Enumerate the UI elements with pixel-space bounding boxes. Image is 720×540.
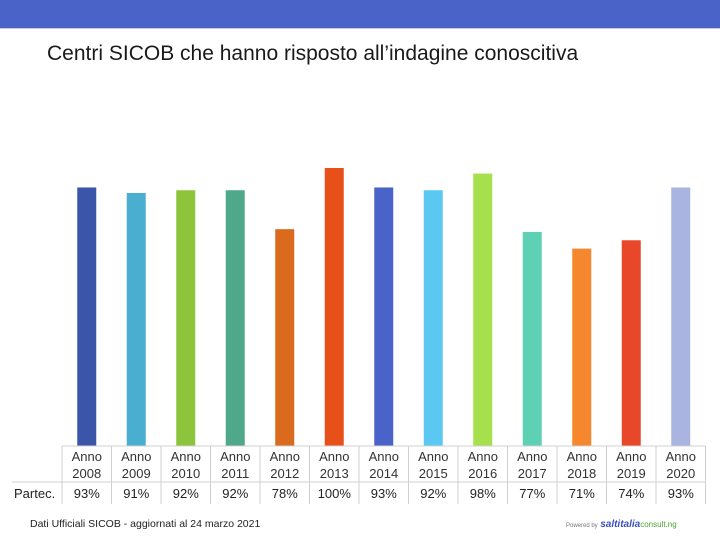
bar-Anno-2011	[225, 190, 245, 446]
top-banner	[0, 0, 720, 28]
brand-main: saltitalia	[600, 519, 641, 530]
bar-Anno-2010	[176, 190, 196, 446]
category-label: 2012	[270, 466, 299, 481]
bar-Anno-2008	[77, 187, 97, 446]
bar-Anno-2018	[572, 248, 592, 446]
category-label: Anno	[517, 449, 547, 464]
value-label: 91%	[123, 486, 149, 501]
bar-Anno-2014	[374, 187, 394, 446]
brand-prefix: Powered by	[566, 523, 598, 529]
banner-divider	[0, 28, 720, 29]
source-note: Dati Ufficiali SICOB - aggiornati al 24 …	[30, 518, 261, 530]
category-label: Anno	[220, 449, 250, 464]
category-label: 2009	[122, 466, 151, 481]
value-label: 98%	[470, 486, 496, 501]
bar-Anno-2016	[473, 173, 493, 446]
category-label: 2020	[666, 466, 695, 481]
value-label: 100%	[318, 486, 352, 501]
brand-logo: Powered by saltitaliaconsult.ng	[566, 519, 677, 530]
category-label: Anno	[567, 449, 597, 464]
category-label: 2008	[72, 466, 101, 481]
bar-Anno-2019	[621, 240, 641, 446]
value-label: 92%	[420, 486, 446, 501]
value-label: 93%	[371, 486, 397, 501]
page-title: Centri SICOB che hanno risposto all’inda…	[47, 42, 579, 65]
category-label: Anno	[171, 449, 201, 464]
category-label: 2017	[518, 466, 547, 481]
value-label: 78%	[272, 486, 298, 501]
bar-Anno-2012	[275, 229, 295, 446]
brand-suffix: consult.ng	[640, 520, 677, 529]
category-label: 2010	[171, 466, 200, 481]
value-label: 93%	[74, 486, 100, 501]
category-label: 2018	[567, 466, 596, 481]
category-label: 2019	[617, 466, 646, 481]
category-label: 2015	[419, 466, 448, 481]
value-label: 74%	[618, 486, 644, 501]
category-label: Anno	[270, 449, 300, 464]
category-label: 2014	[369, 466, 398, 481]
participation-row-label: Partec.	[14, 486, 56, 501]
category-label: Anno	[369, 449, 399, 464]
category-label: 2016	[468, 466, 497, 481]
bar-Anno-2020	[671, 187, 691, 446]
category-label: Anno	[319, 449, 349, 464]
value-label: 77%	[519, 486, 545, 501]
value-label: 92%	[173, 486, 199, 501]
value-label: 92%	[222, 486, 248, 501]
category-label: Anno	[418, 449, 448, 464]
bar-Anno-2013	[324, 168, 344, 446]
value-label: 71%	[569, 486, 595, 501]
category-label: Anno	[666, 449, 696, 464]
bar-Anno-2017	[522, 231, 542, 446]
category-label: Anno	[72, 449, 102, 464]
bar-Anno-2009	[126, 193, 146, 446]
value-label: 93%	[668, 486, 694, 501]
category-label: Anno	[616, 449, 646, 464]
category-label: 2011	[221, 466, 249, 481]
category-label: 2013	[320, 466, 349, 481]
category-label: Anno	[121, 449, 151, 464]
category-label: Anno	[468, 449, 498, 464]
bar-Anno-2015	[423, 190, 443, 446]
